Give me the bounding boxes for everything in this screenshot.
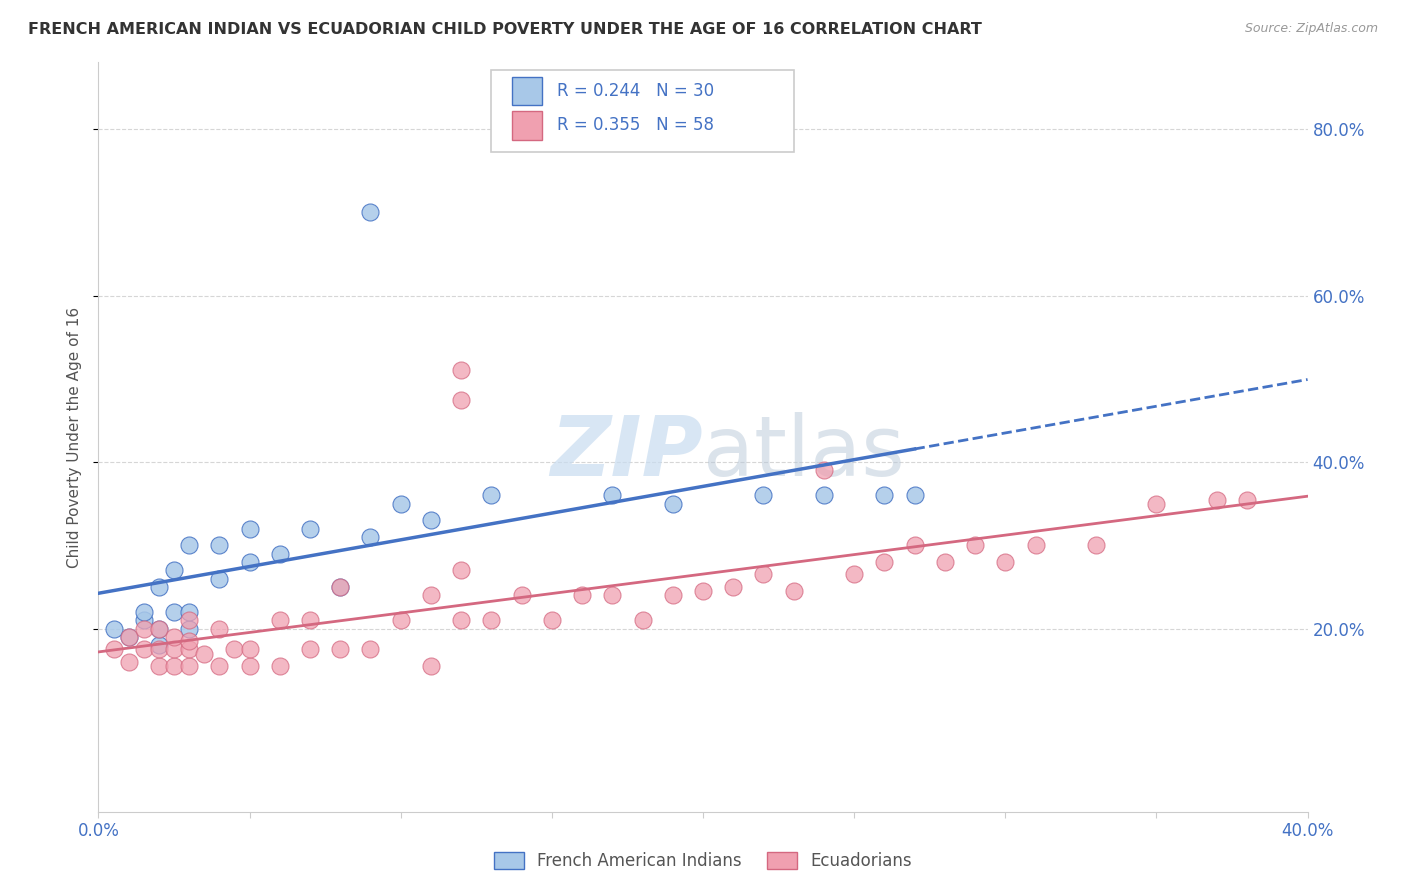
Point [179, 622, 201, 636]
Point [148, 642, 170, 657]
Point [148, 622, 170, 636]
Point [450, 563, 472, 577]
Point [193, 647, 215, 661]
Point [481, 613, 503, 627]
Point [1206, 492, 1229, 507]
Point [329, 580, 352, 594]
Point [239, 555, 262, 569]
Point [132, 622, 155, 636]
Point [450, 392, 472, 407]
Point [994, 555, 1017, 569]
Point [163, 605, 186, 619]
Point [571, 588, 593, 602]
Point [148, 638, 170, 652]
Point [389, 497, 412, 511]
Point [602, 488, 624, 502]
Point [132, 605, 155, 619]
Point [1144, 497, 1167, 511]
Point [148, 622, 170, 636]
Point [904, 538, 927, 552]
Text: Source: ZipAtlas.com: Source: ZipAtlas.com [1244, 22, 1378, 36]
Point [389, 613, 412, 627]
Point [118, 630, 141, 644]
Point [239, 642, 262, 657]
Point [873, 488, 896, 502]
Point [1024, 538, 1046, 552]
Point [163, 630, 186, 644]
Point [420, 588, 443, 602]
Point [510, 588, 533, 602]
Point [179, 613, 201, 627]
Point [752, 488, 775, 502]
Point [163, 642, 186, 657]
FancyBboxPatch shape [512, 77, 543, 105]
Point [103, 622, 125, 636]
Point [329, 642, 352, 657]
Point [224, 642, 246, 657]
Point [420, 513, 443, 527]
Point [844, 567, 866, 582]
Point [163, 659, 186, 673]
Point [118, 630, 141, 644]
Text: atlas: atlas [703, 411, 904, 492]
Point [934, 555, 956, 569]
Point [360, 530, 382, 544]
Text: ZIP: ZIP [550, 411, 703, 492]
Point [179, 605, 201, 619]
Point [813, 488, 835, 502]
Point [179, 659, 201, 673]
Point [269, 613, 291, 627]
Text: R = 0.355   N = 58: R = 0.355 N = 58 [557, 116, 714, 135]
Point [208, 659, 231, 673]
Point [179, 634, 201, 648]
Point [602, 588, 624, 602]
Point [481, 488, 503, 502]
Point [132, 642, 155, 657]
Text: R = 0.244   N = 30: R = 0.244 N = 30 [557, 82, 714, 100]
FancyBboxPatch shape [492, 70, 793, 153]
Point [631, 613, 654, 627]
Point [450, 613, 472, 627]
Point [299, 522, 322, 536]
Point [540, 613, 562, 627]
Point [450, 363, 472, 377]
Point [1236, 492, 1258, 507]
Point [239, 659, 262, 673]
Point [299, 613, 322, 627]
Point [873, 555, 896, 569]
Point [103, 642, 125, 657]
Point [163, 563, 186, 577]
Point [148, 659, 170, 673]
Point [692, 584, 714, 599]
Legend: French American Indians, Ecuadorians: French American Indians, Ecuadorians [485, 844, 921, 879]
Point [179, 538, 201, 552]
Point [239, 522, 262, 536]
FancyBboxPatch shape [512, 112, 543, 140]
Point [132, 613, 155, 627]
Point [329, 580, 352, 594]
Point [752, 567, 775, 582]
Point [208, 622, 231, 636]
Point [118, 655, 141, 669]
Point [723, 580, 745, 594]
Point [420, 659, 443, 673]
Point [269, 659, 291, 673]
Point [360, 205, 382, 219]
Point [299, 642, 322, 657]
Point [1085, 538, 1108, 552]
Point [208, 572, 231, 586]
Point [661, 588, 683, 602]
Point [269, 547, 291, 561]
Point [148, 580, 170, 594]
Y-axis label: Child Poverty Under the Age of 16: Child Poverty Under the Age of 16 [67, 307, 83, 567]
Text: FRENCH AMERICAN INDIAN VS ECUADORIAN CHILD POVERTY UNDER THE AGE OF 16 CORRELATI: FRENCH AMERICAN INDIAN VS ECUADORIAN CHI… [28, 22, 981, 37]
Point [783, 584, 806, 599]
Point [965, 538, 987, 552]
Point [360, 642, 382, 657]
Point [179, 642, 201, 657]
Point [904, 488, 927, 502]
Point [208, 538, 231, 552]
Point [661, 497, 683, 511]
Point [813, 463, 835, 477]
